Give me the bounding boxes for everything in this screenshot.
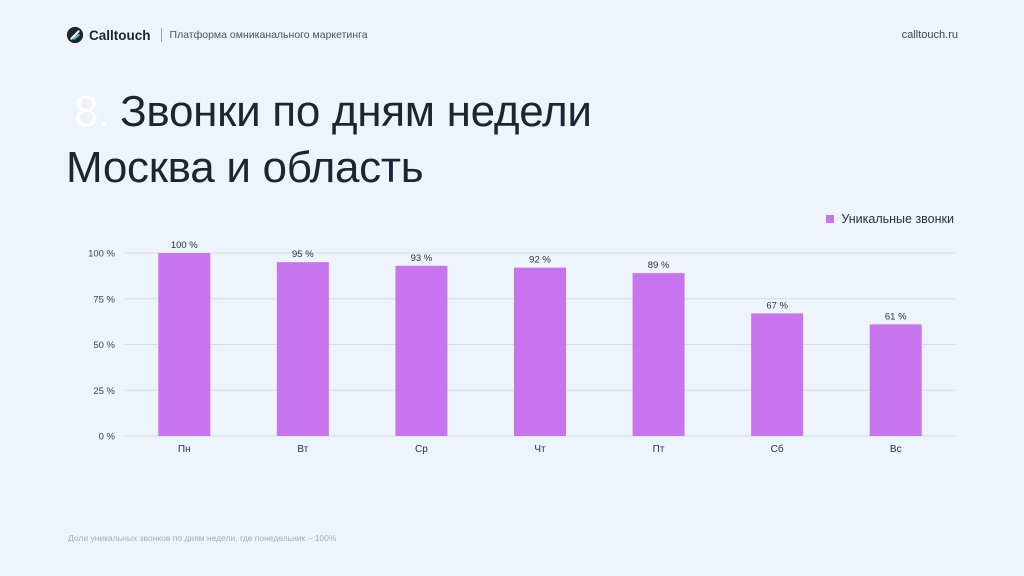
bar bbox=[395, 265, 448, 436]
bar bbox=[514, 267, 566, 436]
data-label: 92 % bbox=[529, 255, 551, 266]
data-label: 89 % bbox=[648, 260, 670, 271]
legend-swatch bbox=[826, 215, 835, 223]
logo[interactable]: Calltouch bbox=[66, 26, 151, 44]
title-line-1: 8. Звонки по дням недели bbox=[66, 84, 592, 140]
data-label: 95 % bbox=[292, 249, 314, 260]
chart-legend: Уникальные звонки bbox=[826, 212, 954, 226]
header: Calltouch Платформа омниканального марке… bbox=[66, 24, 958, 46]
site-link[interactable]: calltouch.ru bbox=[901, 29, 958, 41]
data-label: 93 % bbox=[411, 253, 433, 264]
data-label: 100 % bbox=[171, 240, 198, 251]
y-tick-label: 25 % bbox=[93, 386, 115, 397]
legend-label: Уникальные звонки bbox=[841, 212, 954, 226]
data-label: 61 % bbox=[885, 311, 907, 322]
brand-name: Calltouch bbox=[89, 27, 151, 43]
x-tick-label: Сб bbox=[771, 443, 784, 455]
footnote: Доли уникальных звонков по дням недели, … bbox=[68, 533, 337, 543]
bar bbox=[869, 324, 922, 436]
bar bbox=[751, 313, 804, 436]
page-title: 8. Звонки по дням недели Москва и область bbox=[66, 84, 592, 196]
title-line-2: Москва и область bbox=[66, 143, 424, 192]
calltouch-logo-icon bbox=[66, 26, 84, 44]
x-tick-label: Вс bbox=[890, 444, 902, 455]
x-tick-label: Вт bbox=[297, 444, 308, 455]
y-tick-label: 0 % bbox=[99, 432, 116, 443]
bar bbox=[276, 262, 329, 436]
x-tick-label: Чт bbox=[534, 444, 546, 455]
slide-number: 8. bbox=[74, 87, 111, 136]
header-divider bbox=[160, 28, 162, 42]
x-tick-label: Пт bbox=[653, 444, 665, 455]
bar bbox=[158, 253, 211, 436]
x-tick-label: Пн bbox=[178, 444, 191, 455]
tagline: Платформа омниканального маркетинга bbox=[169, 29, 368, 41]
bar bbox=[632, 273, 685, 436]
y-tick-label: 100 % bbox=[88, 249, 115, 260]
title-text-1: Звонки по дням недели bbox=[120, 87, 592, 136]
data-label: 67 % bbox=[766, 300, 788, 311]
y-tick-label: 50 % bbox=[93, 340, 115, 351]
y-tick-label: 75 % bbox=[93, 294, 115, 305]
x-tick-label: Ср bbox=[415, 444, 428, 455]
